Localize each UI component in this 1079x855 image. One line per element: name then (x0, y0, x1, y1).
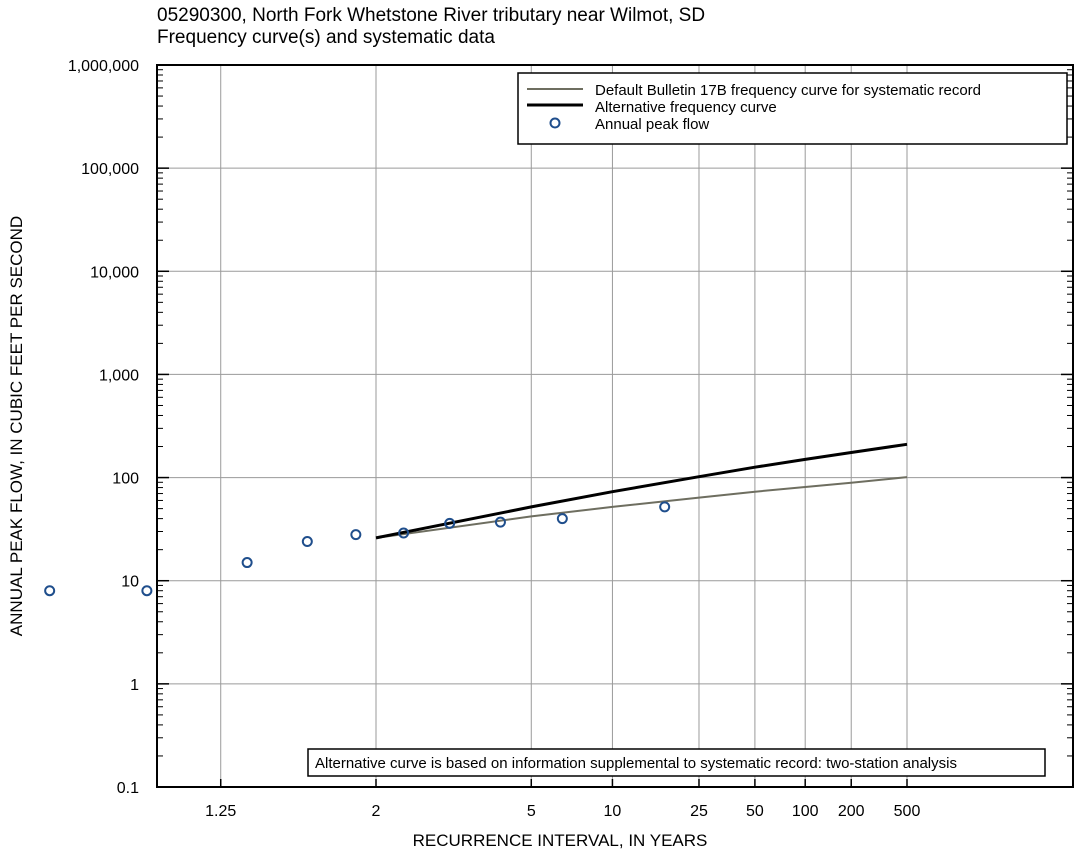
annotation-text: Alternative curve is based on informatio… (315, 755, 957, 772)
y-tick-label: 1 (130, 677, 139, 694)
x-tick-label: 200 (838, 803, 865, 820)
y-tick-label: 100 (112, 471, 139, 488)
chart-subtitle: Frequency curve(s) and systematic data (157, 27, 495, 48)
chart-title: 05290300, North Fork Whetstone River tri… (157, 5, 706, 26)
y-tick-label: 1,000 (99, 367, 139, 384)
x-axis-label: RECURRENCE INTERVAL, IN YEARS (413, 831, 708, 850)
y-tick-label: 1,000,000 (68, 58, 139, 75)
alternative-curve-line (375, 442, 908, 540)
annual-peak-point (350, 529, 362, 541)
x-tick-label: 500 (894, 803, 921, 820)
axis-ticks (157, 64, 1073, 788)
legend-box (517, 72, 1068, 145)
plot-frame (156, 64, 1074, 788)
x-tick-label: 25 (690, 803, 708, 820)
annual-peak-point (398, 527, 410, 539)
annual-peak-point (444, 517, 456, 529)
y-tick-label: 0.1 (117, 780, 139, 797)
x-tick-label: 50 (746, 803, 764, 820)
y-tick-label: 10 (121, 574, 139, 591)
x-tick-label: 100 (792, 803, 819, 820)
annual-peak-point (556, 513, 568, 525)
legend-default-label: Default Bulletin 17B frequency curve for… (595, 82, 981, 99)
x-tick-label: 1.25 (205, 803, 236, 820)
legend-peak-flow-marker (549, 117, 561, 129)
x-tick-label: 2 (372, 803, 381, 820)
legend-alternative-label: Alternative frequency curve (595, 99, 777, 116)
grid-lines (157, 64, 1073, 788)
legend-peak-flow-label: Annual peak flow (595, 116, 709, 133)
y-tick-label: 10,000 (90, 264, 139, 281)
annual-peak-point (301, 535, 313, 547)
tick-labels: 1.25 2 5 10 25 50 100 200 5000.11101001,00010,00… (68, 58, 921, 820)
annual-peak-point (494, 516, 506, 528)
x-tick-label: 5 (527, 803, 536, 820)
annotation-box: Alternative curve is based on informatio… (307, 748, 1046, 777)
annotation-frame (307, 748, 1046, 777)
annual-peak-point (44, 585, 56, 597)
y-axis-label: ANNUAL PEAK FLOW, IN CUBIC FEET PER SECO… (7, 216, 26, 636)
x-tick-label: 10 (604, 803, 622, 820)
annual-peak-point (659, 501, 671, 513)
annual-peak-point (241, 557, 253, 569)
y-tick-label: 100,000 (81, 161, 139, 178)
legend: Default Bulletin 17B frequency curve for… (517, 72, 1068, 145)
annual-peak-point (141, 585, 153, 597)
default-curve-line (375, 476, 908, 539)
series-layer (44, 442, 908, 597)
